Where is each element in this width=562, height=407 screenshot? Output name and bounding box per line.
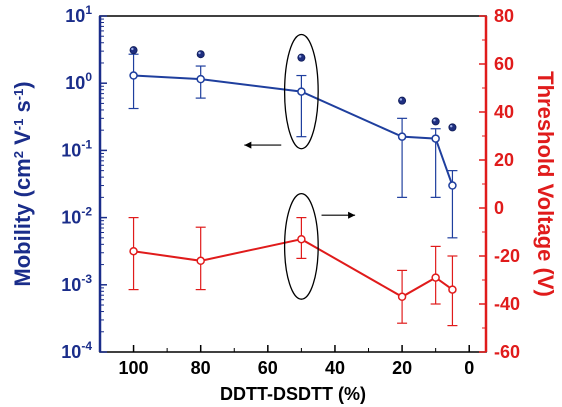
data-point: [196, 256, 205, 266]
scatter-point: [129, 46, 138, 55]
data-point: [129, 246, 138, 256]
left-axis-tick-labels: 10-4 10-3 10-2 10-1 100 101: [61, 3, 92, 362]
series-2: [129, 46, 457, 132]
right-tick-label: 20: [494, 150, 514, 170]
right-axis-title: Threshold Voltage (V): [533, 71, 558, 297]
x-axis-title: DDTT-DSDTT (%): [220, 384, 366, 404]
highlight-ellipse: [283, 192, 319, 300]
right-axis-tick-labels: -60 -40 -20 0 20 40 60 80: [494, 6, 520, 362]
data-point: [431, 134, 440, 143]
data-point: [196, 74, 205, 84]
scatter-point: [196, 50, 205, 59]
scatter-point-highlight: [450, 124, 453, 128]
data-point: [448, 285, 457, 294]
right-tick-label: 0: [494, 198, 504, 218]
scatter-point-highlight: [198, 51, 201, 55]
scatter-point: [398, 96, 407, 105]
scatter-point-highlight: [399, 98, 403, 101]
right-tick-label: 60: [494, 54, 514, 74]
series-1: [128, 53, 458, 239]
x-tick-label: 80: [191, 358, 211, 378]
x-tick-label: 100: [119, 358, 149, 378]
data-point: [297, 87, 306, 96]
left-tick-label: 10-4: [61, 339, 92, 362]
plot-frame: [98, 15, 488, 353]
data-point: [397, 292, 407, 302]
data-point: [431, 273, 440, 282]
left-tick-label: 10-3: [61, 272, 92, 295]
scatter-point: [297, 53, 306, 62]
x-tick-label: 60: [258, 358, 278, 378]
data-point: [297, 234, 306, 244]
left-tick-label: 101: [65, 3, 92, 26]
series-3: [128, 217, 458, 327]
series-layer: [128, 46, 458, 327]
left-tick-label: 10-1: [61, 137, 92, 160]
plot-border: [99, 15, 487, 353]
left-tick-label: 100: [65, 70, 92, 93]
left-arrow-head: [244, 141, 252, 149]
right-tick-label: 80: [494, 6, 514, 26]
scatter-point-highlight: [433, 119, 436, 122]
left-tick-label: 10-2: [61, 205, 92, 228]
data-point: [129, 71, 138, 80]
right-tick-label: -20: [494, 246, 520, 266]
data-point: [448, 181, 457, 190]
right-tick-label: 40: [494, 102, 514, 122]
left-axis-title: Mobility (cm2 V-1 s-1): [10, 81, 35, 286]
right-arrow-head: [348, 211, 356, 219]
scatter-point: [448, 123, 457, 132]
scatter-point-highlight: [298, 55, 302, 58]
right-tick-label: -60: [494, 342, 520, 362]
right-tick-label: -40: [494, 294, 520, 314]
data-point: [397, 132, 407, 141]
x-tick-label: 40: [325, 358, 345, 378]
x-axis-tick-labels: 100 80 60 40 20 0: [119, 358, 475, 378]
x-tick-label: 20: [392, 358, 412, 378]
axis-ticks: [100, 15, 486, 353]
scatter-point-highlight: [131, 47, 134, 51]
series-line: [133, 238, 454, 298]
highlight-ellipse: [283, 33, 319, 150]
annotation-layer: [244, 33, 356, 300]
x-tick-label: 0: [464, 358, 474, 378]
series-line: [133, 74, 454, 186]
scatter-point: [431, 117, 440, 126]
